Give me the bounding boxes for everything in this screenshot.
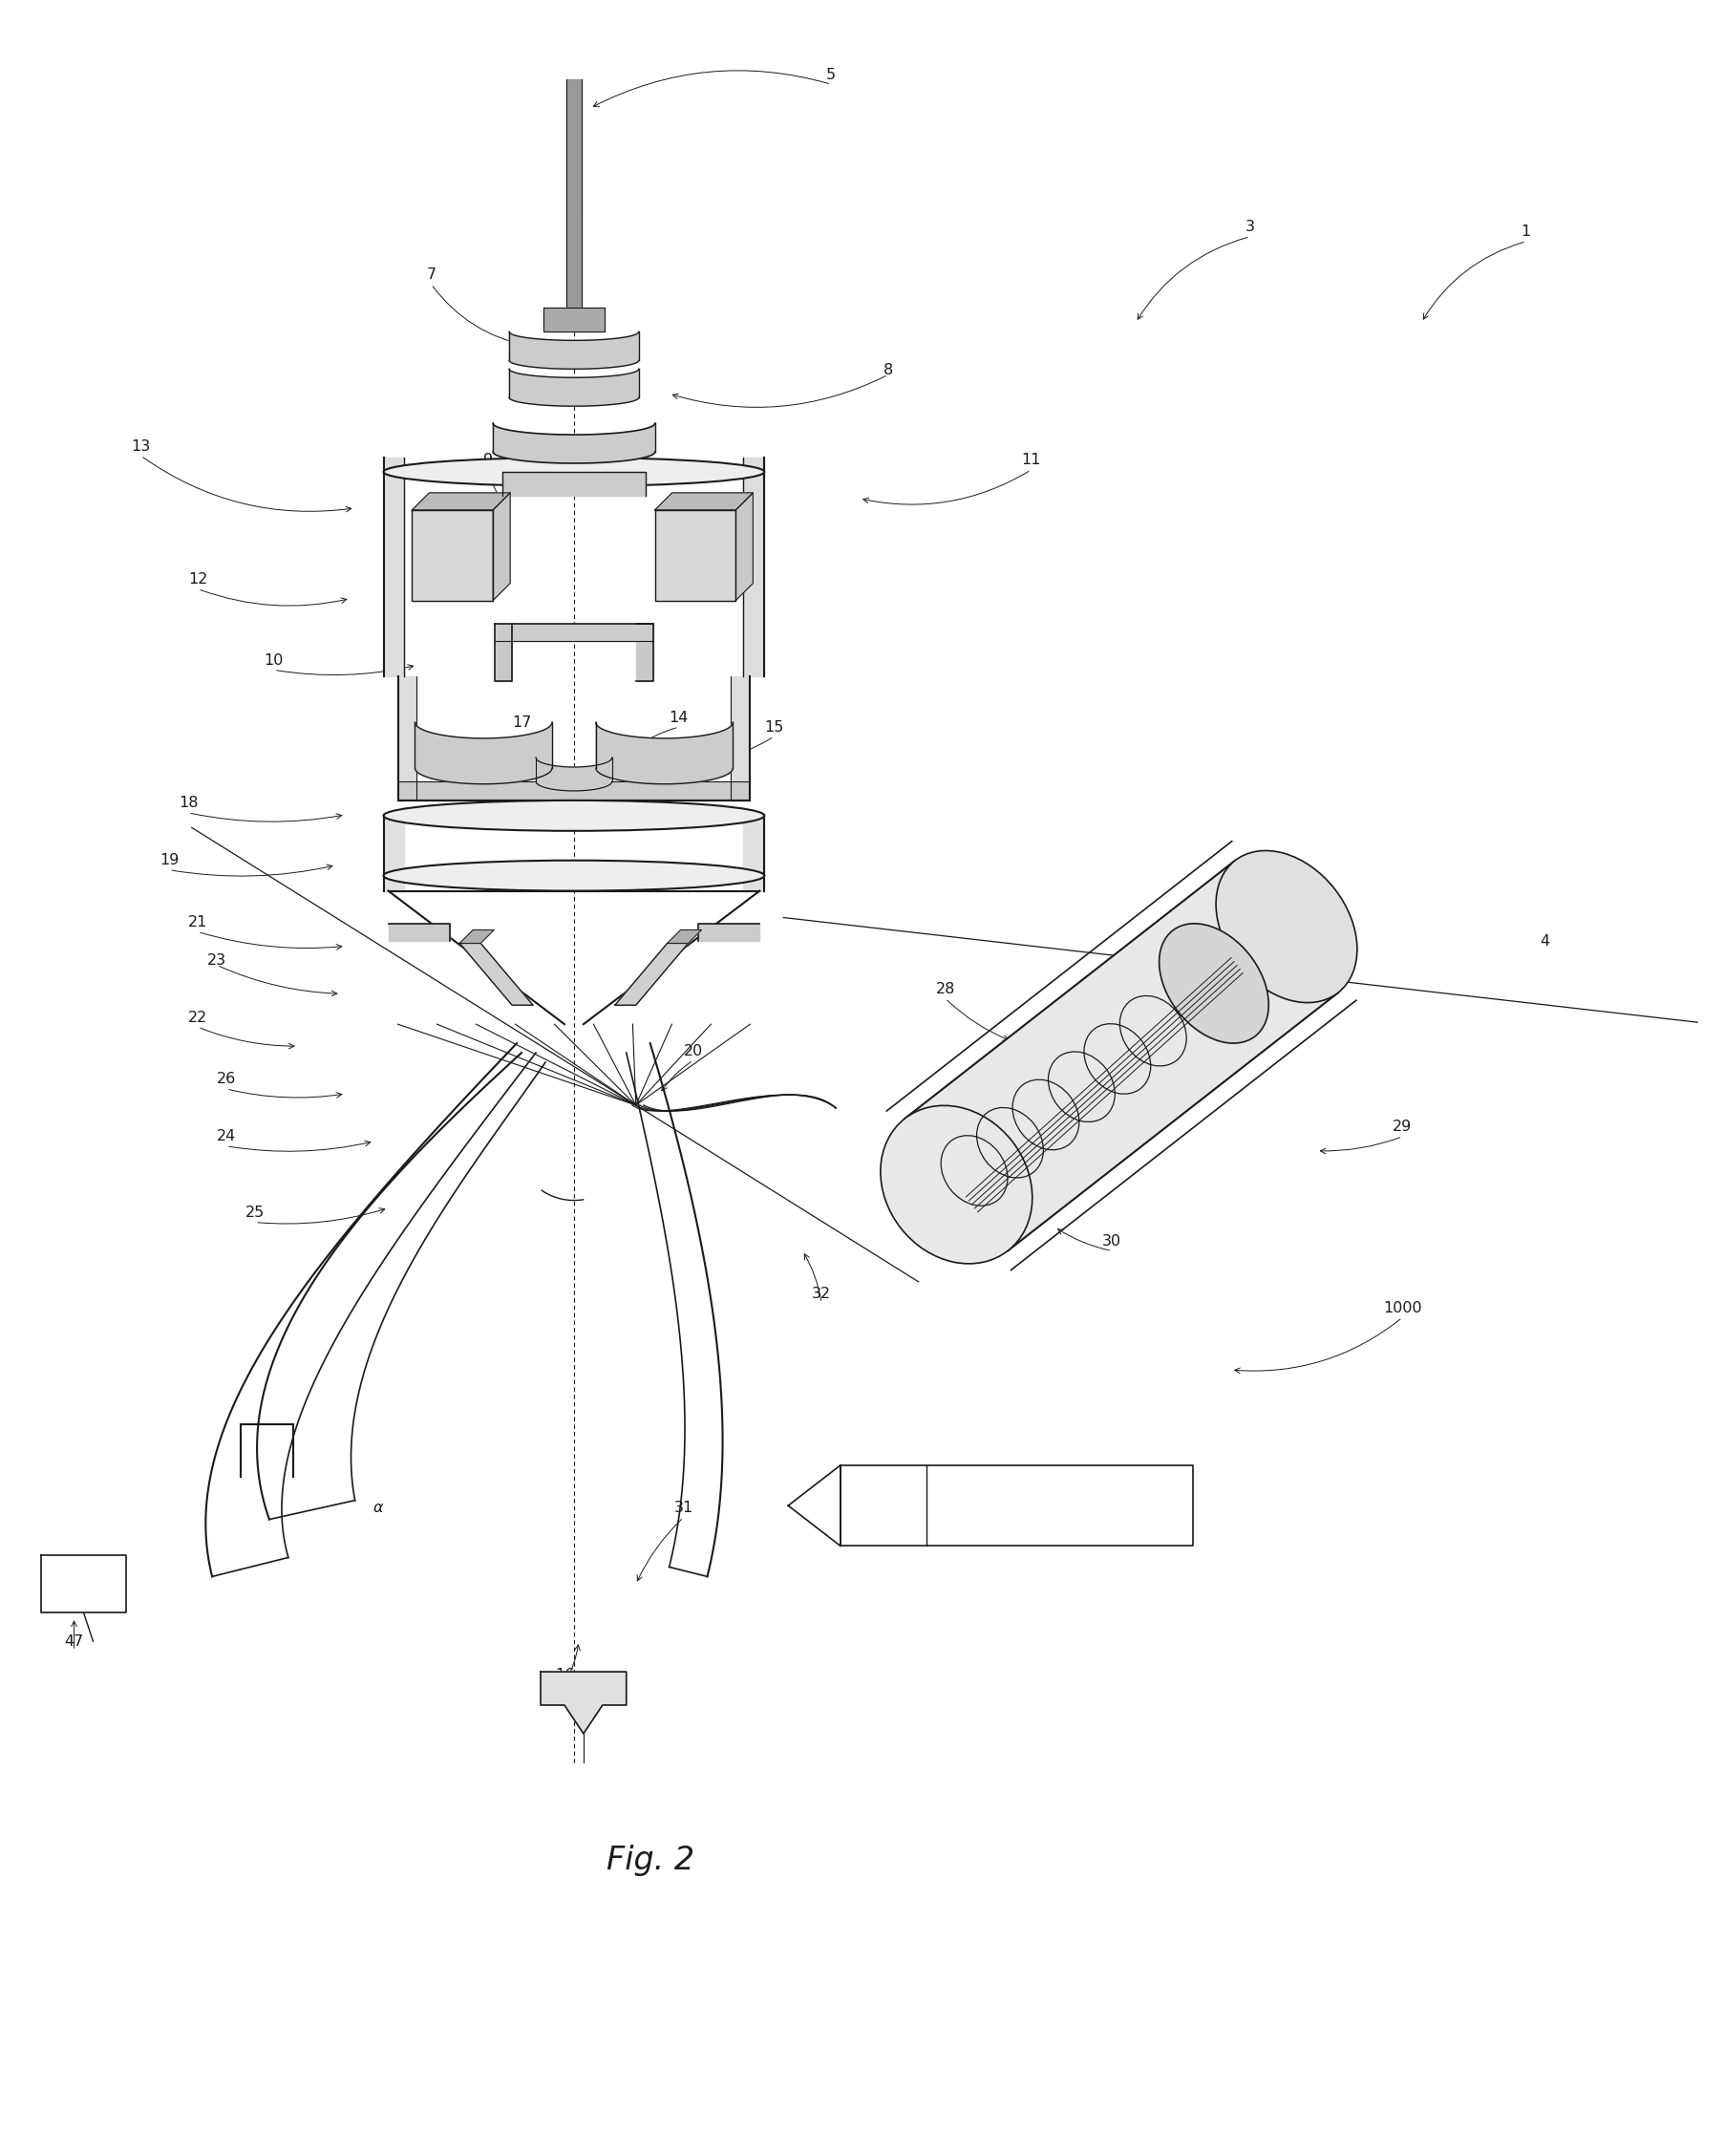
Text: 6: 6	[574, 201, 583, 216]
Text: 12: 12	[188, 571, 207, 586]
Polygon shape	[636, 625, 653, 681]
Text: 18: 18	[179, 796, 198, 811]
Text: 17: 17	[512, 716, 531, 729]
Text: 47: 47	[64, 1634, 84, 1649]
Ellipse shape	[383, 800, 764, 830]
Polygon shape	[536, 757, 612, 791]
Polygon shape	[597, 722, 733, 785]
Polygon shape	[388, 890, 564, 1024]
Ellipse shape	[383, 457, 764, 485]
Text: 3: 3	[1245, 220, 1255, 235]
Polygon shape	[412, 494, 510, 511]
Text: 15: 15	[764, 720, 784, 735]
Text: 10: 10	[264, 653, 284, 668]
Text: 7: 7	[426, 267, 436, 282]
Ellipse shape	[881, 1106, 1033, 1263]
Text: 30: 30	[1102, 1233, 1122, 1248]
Text: 16: 16	[555, 1667, 574, 1682]
Ellipse shape	[1215, 852, 1357, 1003]
Text: 1000: 1000	[1383, 1300, 1422, 1315]
Text: 21: 21	[188, 914, 207, 929]
Text: 26: 26	[217, 1072, 236, 1087]
Text: 9: 9	[483, 453, 493, 468]
Text: 13: 13	[131, 440, 150, 453]
Polygon shape	[495, 625, 653, 640]
Text: 5: 5	[826, 67, 836, 82]
Polygon shape	[493, 494, 510, 599]
Text: 25: 25	[245, 1205, 265, 1220]
Text: 20: 20	[683, 1044, 703, 1059]
Polygon shape	[493, 423, 655, 464]
Polygon shape	[412, 511, 493, 599]
Ellipse shape	[1159, 923, 1269, 1044]
Polygon shape	[743, 457, 764, 677]
Text: 32: 32	[812, 1287, 831, 1300]
Polygon shape	[495, 625, 512, 681]
Polygon shape	[698, 925, 760, 942]
Text: 31: 31	[674, 1501, 693, 1516]
Text: 29: 29	[1393, 1119, 1412, 1134]
Text: 19: 19	[160, 854, 179, 867]
Ellipse shape	[383, 860, 764, 890]
Text: 23: 23	[207, 953, 226, 968]
Text: 8: 8	[883, 362, 893, 377]
Polygon shape	[460, 942, 533, 1005]
Polygon shape	[667, 929, 702, 942]
Polygon shape	[841, 1466, 1193, 1546]
Text: 14: 14	[669, 709, 688, 724]
Polygon shape	[905, 860, 1338, 1250]
Polygon shape	[398, 677, 417, 800]
Polygon shape	[460, 929, 495, 942]
Text: 28: 28	[936, 981, 955, 996]
Text: 2: 2	[1164, 934, 1174, 949]
Text: 22: 22	[188, 1011, 207, 1024]
Text: 24: 24	[217, 1130, 236, 1143]
Polygon shape	[543, 308, 605, 332]
Polygon shape	[731, 677, 750, 800]
Text: $\alpha$: $\alpha$	[372, 1501, 384, 1516]
Polygon shape	[509, 332, 638, 369]
Text: 27: 27	[1212, 925, 1231, 940]
Polygon shape	[615, 942, 688, 1005]
Text: 4: 4	[1540, 934, 1550, 949]
Polygon shape	[383, 815, 405, 890]
Polygon shape	[41, 1557, 126, 1613]
Polygon shape	[509, 369, 638, 405]
Polygon shape	[583, 890, 760, 1024]
Polygon shape	[415, 722, 552, 785]
Polygon shape	[736, 494, 753, 599]
Text: Fig. 2: Fig. 2	[607, 1846, 695, 1876]
Polygon shape	[655, 511, 736, 599]
Polygon shape	[503, 472, 645, 496]
Polygon shape	[743, 815, 764, 890]
Polygon shape	[398, 780, 750, 800]
Polygon shape	[655, 494, 753, 511]
Text: 11: 11	[1021, 453, 1041, 468]
Text: 1: 1	[1521, 224, 1531, 239]
Polygon shape	[541, 1671, 626, 1733]
Polygon shape	[383, 457, 405, 677]
Polygon shape	[388, 925, 450, 942]
Polygon shape	[788, 1466, 841, 1546]
